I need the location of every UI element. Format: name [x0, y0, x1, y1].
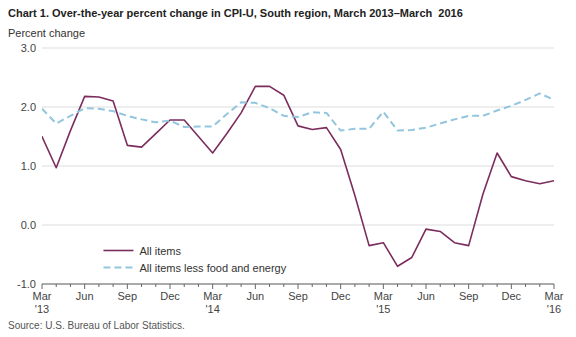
x-minor-tick — [241, 284, 242, 287]
x-minor-tick — [198, 284, 199, 287]
x-minor-tick — [411, 284, 412, 287]
x-tick — [511, 284, 512, 289]
x-tick-label: Dec — [502, 290, 522, 302]
x-minor-tick — [113, 284, 114, 287]
y-tick-label: 3.0 — [21, 42, 36, 54]
x-tick-label-line: Jun — [417, 290, 435, 302]
x-tick-label-line: Dec — [331, 290, 351, 302]
x-tick-label: Mar'13 — [33, 290, 52, 315]
x-minor-tick — [454, 284, 455, 287]
grid-line — [42, 107, 554, 108]
grid-line — [42, 48, 554, 49]
legend-label: All items less food and energy — [139, 262, 286, 274]
x-minor-tick — [440, 284, 441, 287]
series-line — [42, 86, 554, 266]
x-minor-tick — [525, 284, 526, 287]
x-tick-label: Sep — [459, 290, 479, 302]
x-tick — [554, 284, 555, 289]
x-tick — [340, 284, 341, 289]
x-tick — [255, 284, 256, 289]
y-tick-label: 1.0 — [21, 160, 36, 172]
x-minor-tick — [369, 284, 370, 287]
legend-swatch — [103, 267, 133, 269]
x-tick-label: Jun — [246, 290, 264, 302]
x-tick-label-line: Sep — [459, 290, 479, 302]
legend: All items All items less food and energy — [103, 245, 286, 274]
plot-area — [42, 86, 554, 266]
x-minor-tick — [141, 284, 142, 287]
x-tick-label: Jun — [76, 290, 94, 302]
x-tick-label: Dec — [160, 290, 180, 302]
x-tick — [426, 284, 427, 289]
x-minor-tick — [539, 284, 540, 287]
x-minor-tick — [283, 284, 284, 287]
x-minor-tick — [397, 284, 398, 287]
x-tick-label-line: Dec — [160, 290, 180, 302]
x-tick-label-line: Sep — [118, 290, 138, 302]
x-tick-label-line: Jun — [76, 290, 94, 302]
x-minor-tick — [155, 284, 156, 287]
x-minor-tick — [269, 284, 270, 287]
x-tick-label: Mar'14 — [203, 290, 222, 315]
grid-line — [42, 166, 554, 167]
x-tick-label-line: Mar — [374, 290, 393, 302]
x-tick — [170, 284, 171, 289]
x-tick — [383, 284, 384, 289]
title: Chart 1. Over-the-year percent change in… — [8, 7, 463, 19]
x-tick-label-line: '15 — [376, 303, 390, 315]
x-minor-tick — [497, 284, 498, 287]
x-tick-label-line: Dec — [502, 290, 522, 302]
x-minor-tick — [56, 284, 57, 287]
x-tick-label-line: Mar — [33, 290, 52, 302]
x-minor-tick — [70, 284, 71, 287]
legend-label: All items — [139, 245, 181, 257]
x-tick — [298, 284, 299, 289]
x-minor-tick — [482, 284, 483, 287]
source-note: Source: U.S. Bureau of Labor Statistics. — [8, 320, 185, 331]
x-minor-tick — [312, 284, 313, 287]
chart: Chart 1. Over-the-year percent change in… — [0, 0, 576, 337]
y-tick-label: -1.0 — [17, 278, 36, 290]
x-tick-label-line: Sep — [288, 290, 308, 302]
x-tick-label: Dec — [331, 290, 351, 302]
series-line — [42, 93, 554, 130]
x-tick — [468, 284, 469, 289]
x-tick-label-line: '13 — [35, 303, 49, 315]
x-tick-label-line: '14 — [205, 303, 219, 315]
x-tick-label-line: Jun — [246, 290, 264, 302]
x-minor-tick — [184, 284, 185, 287]
y-tick-label: 2.0 — [21, 101, 36, 113]
x-tick-label-line: Mar — [545, 290, 564, 302]
x-tick — [212, 284, 213, 289]
x-minor-tick — [226, 284, 227, 287]
y-axis-label: Percent change — [8, 27, 85, 39]
legend-swatch — [103, 250, 133, 252]
x-tick-label: Mar'15 — [374, 290, 393, 315]
y-tick-label: 0.0 — [21, 219, 36, 231]
x-tick — [42, 284, 43, 289]
x-minor-tick — [98, 284, 99, 287]
x-tick-label-line: '16 — [547, 303, 561, 315]
x-tick — [84, 284, 85, 289]
grid-line — [42, 225, 554, 226]
x-tick-label: Jun — [417, 290, 435, 302]
x-minor-tick — [354, 284, 355, 287]
x-tick-label: Mar'16 — [545, 290, 564, 315]
x-tick-label: Sep — [118, 290, 138, 302]
x-tick-label: Sep — [288, 290, 308, 302]
x-tick-label-line: Mar — [203, 290, 222, 302]
x-tick — [127, 284, 128, 289]
x-minor-tick — [326, 284, 327, 287]
